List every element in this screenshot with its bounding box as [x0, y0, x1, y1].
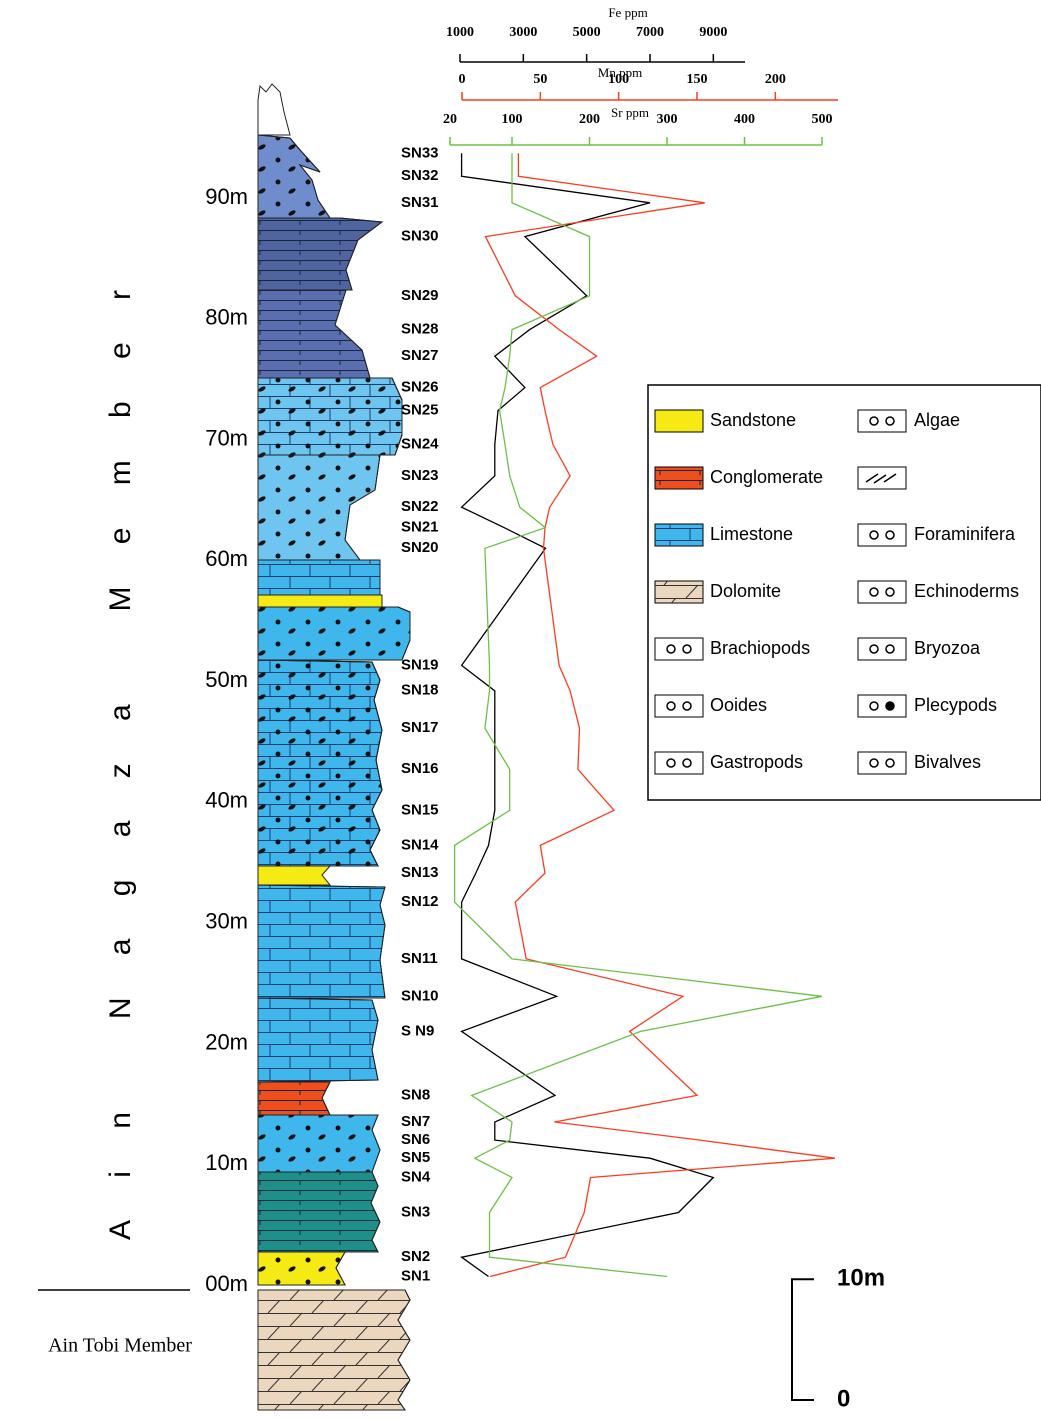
sample-label: SN29: [401, 287, 439, 304]
legend-label: Limestone: [710, 524, 793, 544]
x-tick-label: 100: [502, 112, 523, 127]
x-tick-label: 20: [443, 112, 457, 127]
scale-bar: [792, 1279, 814, 1400]
legend-symbol: [858, 638, 906, 660]
sample-label: SN3: [401, 1204, 430, 1221]
sample-label: SN20: [401, 539, 439, 556]
y-tick-label: 80m: [205, 305, 248, 330]
x-tick-label: 1000: [446, 25, 474, 40]
sample-label: SN16: [401, 760, 439, 777]
legend-unnamed-symbol: [858, 467, 906, 489]
legend-symbol: [858, 410, 906, 432]
sample-label: SN12: [401, 893, 439, 910]
sample-label: SN32: [401, 167, 439, 184]
sample-label: SN18: [401, 682, 439, 699]
sample-label: SN10: [401, 987, 439, 1004]
legend-symbol: [655, 638, 703, 660]
x-tick-label: 200: [765, 72, 786, 87]
y-tick-label: 90m: [205, 184, 248, 209]
y-tick-label: 70m: [205, 425, 248, 450]
sample-label: SN2: [401, 1248, 430, 1265]
sample-label: SN6: [401, 1131, 430, 1148]
legend-label: Bryozoa: [914, 638, 981, 658]
sample-label: SN27: [401, 347, 439, 364]
legend-label: Bivalves: [914, 752, 981, 772]
legend-swatch-pattern: [655, 467, 703, 489]
sample-label: SN30: [401, 228, 439, 245]
sample-label: SN31: [401, 194, 439, 211]
y-tick-label: 10m: [205, 1150, 248, 1175]
legend-label: Gastropods: [710, 752, 803, 772]
x-axis-title: Mn ppm: [598, 65, 642, 80]
scale-bar-label: 0: [837, 1385, 850, 1412]
sample-label: SN13: [401, 864, 439, 881]
x-tick-label: 0: [459, 72, 466, 87]
sample-label: SN25: [401, 402, 439, 419]
sample-label: SN7: [401, 1113, 430, 1130]
legend-symbol: [858, 695, 906, 717]
y-tick-label: 00m: [205, 1271, 248, 1296]
x-tick-label: 150: [687, 72, 708, 87]
x-tick-label: 3000: [509, 25, 537, 40]
sample-label: SN26: [401, 379, 439, 396]
x-tick-label: 500: [812, 112, 833, 127]
legend-label: Brachiopods: [710, 638, 810, 658]
sample-label: SN5: [401, 1149, 430, 1166]
x-tick-label: 50: [533, 72, 547, 87]
legend-swatch-pattern: [655, 524, 703, 546]
x-tick-label: 400: [734, 112, 755, 127]
sample-label: SN33: [401, 144, 439, 161]
sample-label: SN1: [401, 1268, 430, 1285]
sample-label: SN4: [401, 1168, 431, 1185]
legend-symbol-glyph: [886, 702, 894, 710]
sample-label: SN23: [401, 467, 439, 484]
page: {"chart_data": { "type": "line", "member…: [0, 0, 1041, 1413]
sample-label: SN28: [401, 321, 439, 338]
legend-label: Foraminifera: [914, 524, 1016, 544]
legend-symbol: [858, 581, 906, 603]
y-tick-label: 60m: [205, 546, 248, 571]
legend-label: Sandstone: [710, 410, 796, 430]
legend-label: Dolomite: [710, 581, 781, 601]
lower-member-label: Ain Tobi Member: [48, 1335, 192, 1357]
x-tick-label: 5000: [573, 25, 601, 40]
legend-swatch: [655, 410, 703, 432]
x-axis-title: Sr ppm: [611, 105, 649, 120]
y-tick-label: 30m: [205, 908, 248, 933]
sample-label: S N9: [401, 1022, 434, 1039]
lithology-column: [258, 84, 410, 1410]
scale-bar-label: 10m: [837, 1265, 885, 1292]
y-tick-label: 40m: [205, 788, 248, 813]
legend-label: Algae: [914, 410, 960, 430]
legend-symbol: [858, 752, 906, 774]
sample-label: SN24: [401, 435, 439, 452]
chart: Ain Tobi Member Ain Nagaza Member 00m 10m…: [0, 0, 1041, 1413]
legend-label: Ooides: [710, 695, 767, 715]
legend-label: Echinoderms: [914, 581, 1019, 601]
sample-label: SN15: [401, 801, 439, 818]
sample-label: SN8: [401, 1086, 430, 1103]
sample-label: SN21: [401, 519, 439, 536]
sample-label: SN22: [401, 498, 439, 515]
sample-label: SN11: [401, 950, 438, 967]
legend-symbol: [655, 752, 703, 774]
sample-label: SN17: [401, 719, 439, 736]
legend-symbol: [858, 524, 906, 546]
y-tick-label: 20m: [205, 1029, 248, 1054]
x-tick-label: 300: [657, 112, 678, 127]
sample-label: SN19: [401, 656, 439, 673]
x-tick-label: 7000: [636, 25, 664, 40]
legend-symbol: [655, 695, 703, 717]
legend-label: Conglomerate: [710, 467, 823, 487]
x-tick-label: 200: [579, 112, 600, 127]
y-tick-label: 50m: [205, 667, 248, 692]
x-axis-title: Fe ppm: [608, 5, 647, 20]
legend-swatch-pattern: [655, 581, 703, 603]
sample-label: SN14: [401, 836, 439, 853]
x-tick-label: 9000: [699, 25, 727, 40]
member-label: Ain Nagaza Member: [104, 290, 137, 1240]
legend-label: Plecypods: [914, 695, 997, 715]
